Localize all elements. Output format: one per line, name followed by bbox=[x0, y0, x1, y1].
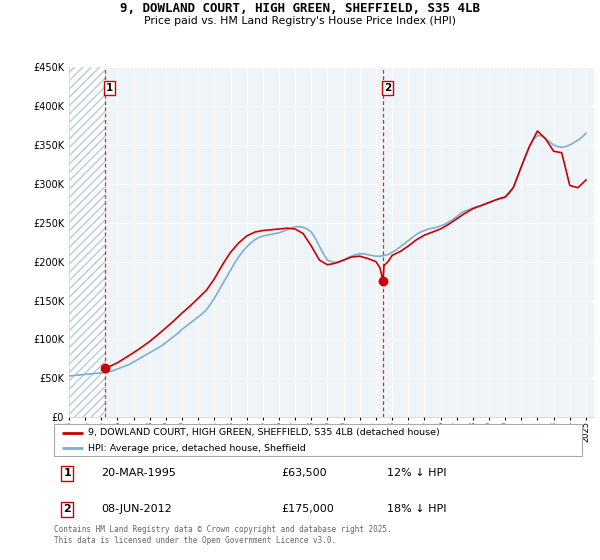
Bar bbox=[69, 67, 105, 417]
Text: 20-MAR-1995: 20-MAR-1995 bbox=[101, 468, 176, 478]
Text: 9, DOWLAND COURT, HIGH GREEN, SHEFFIELD, S35 4LB (detached house): 9, DOWLAND COURT, HIGH GREEN, SHEFFIELD,… bbox=[88, 428, 440, 437]
Text: 2: 2 bbox=[64, 505, 71, 515]
Bar bbox=[69, 67, 105, 417]
Text: Price paid vs. HM Land Registry's House Price Index (HPI): Price paid vs. HM Land Registry's House … bbox=[144, 16, 456, 26]
Text: 08-JUN-2012: 08-JUN-2012 bbox=[101, 505, 172, 515]
Text: 9, DOWLAND COURT, HIGH GREEN, SHEFFIELD, S35 4LB: 9, DOWLAND COURT, HIGH GREEN, SHEFFIELD,… bbox=[120, 2, 480, 15]
Text: 12% ↓ HPI: 12% ↓ HPI bbox=[386, 468, 446, 478]
Text: 18% ↓ HPI: 18% ↓ HPI bbox=[386, 505, 446, 515]
Text: £175,000: £175,000 bbox=[281, 505, 334, 515]
Text: 1: 1 bbox=[106, 83, 113, 93]
FancyBboxPatch shape bbox=[54, 424, 582, 456]
Text: 1: 1 bbox=[64, 468, 71, 478]
Text: 2: 2 bbox=[384, 83, 391, 93]
Text: Contains HM Land Registry data © Crown copyright and database right 2025.
This d: Contains HM Land Registry data © Crown c… bbox=[54, 525, 392, 545]
Text: £63,500: £63,500 bbox=[281, 468, 326, 478]
Text: HPI: Average price, detached house, Sheffield: HPI: Average price, detached house, Shef… bbox=[88, 444, 306, 453]
